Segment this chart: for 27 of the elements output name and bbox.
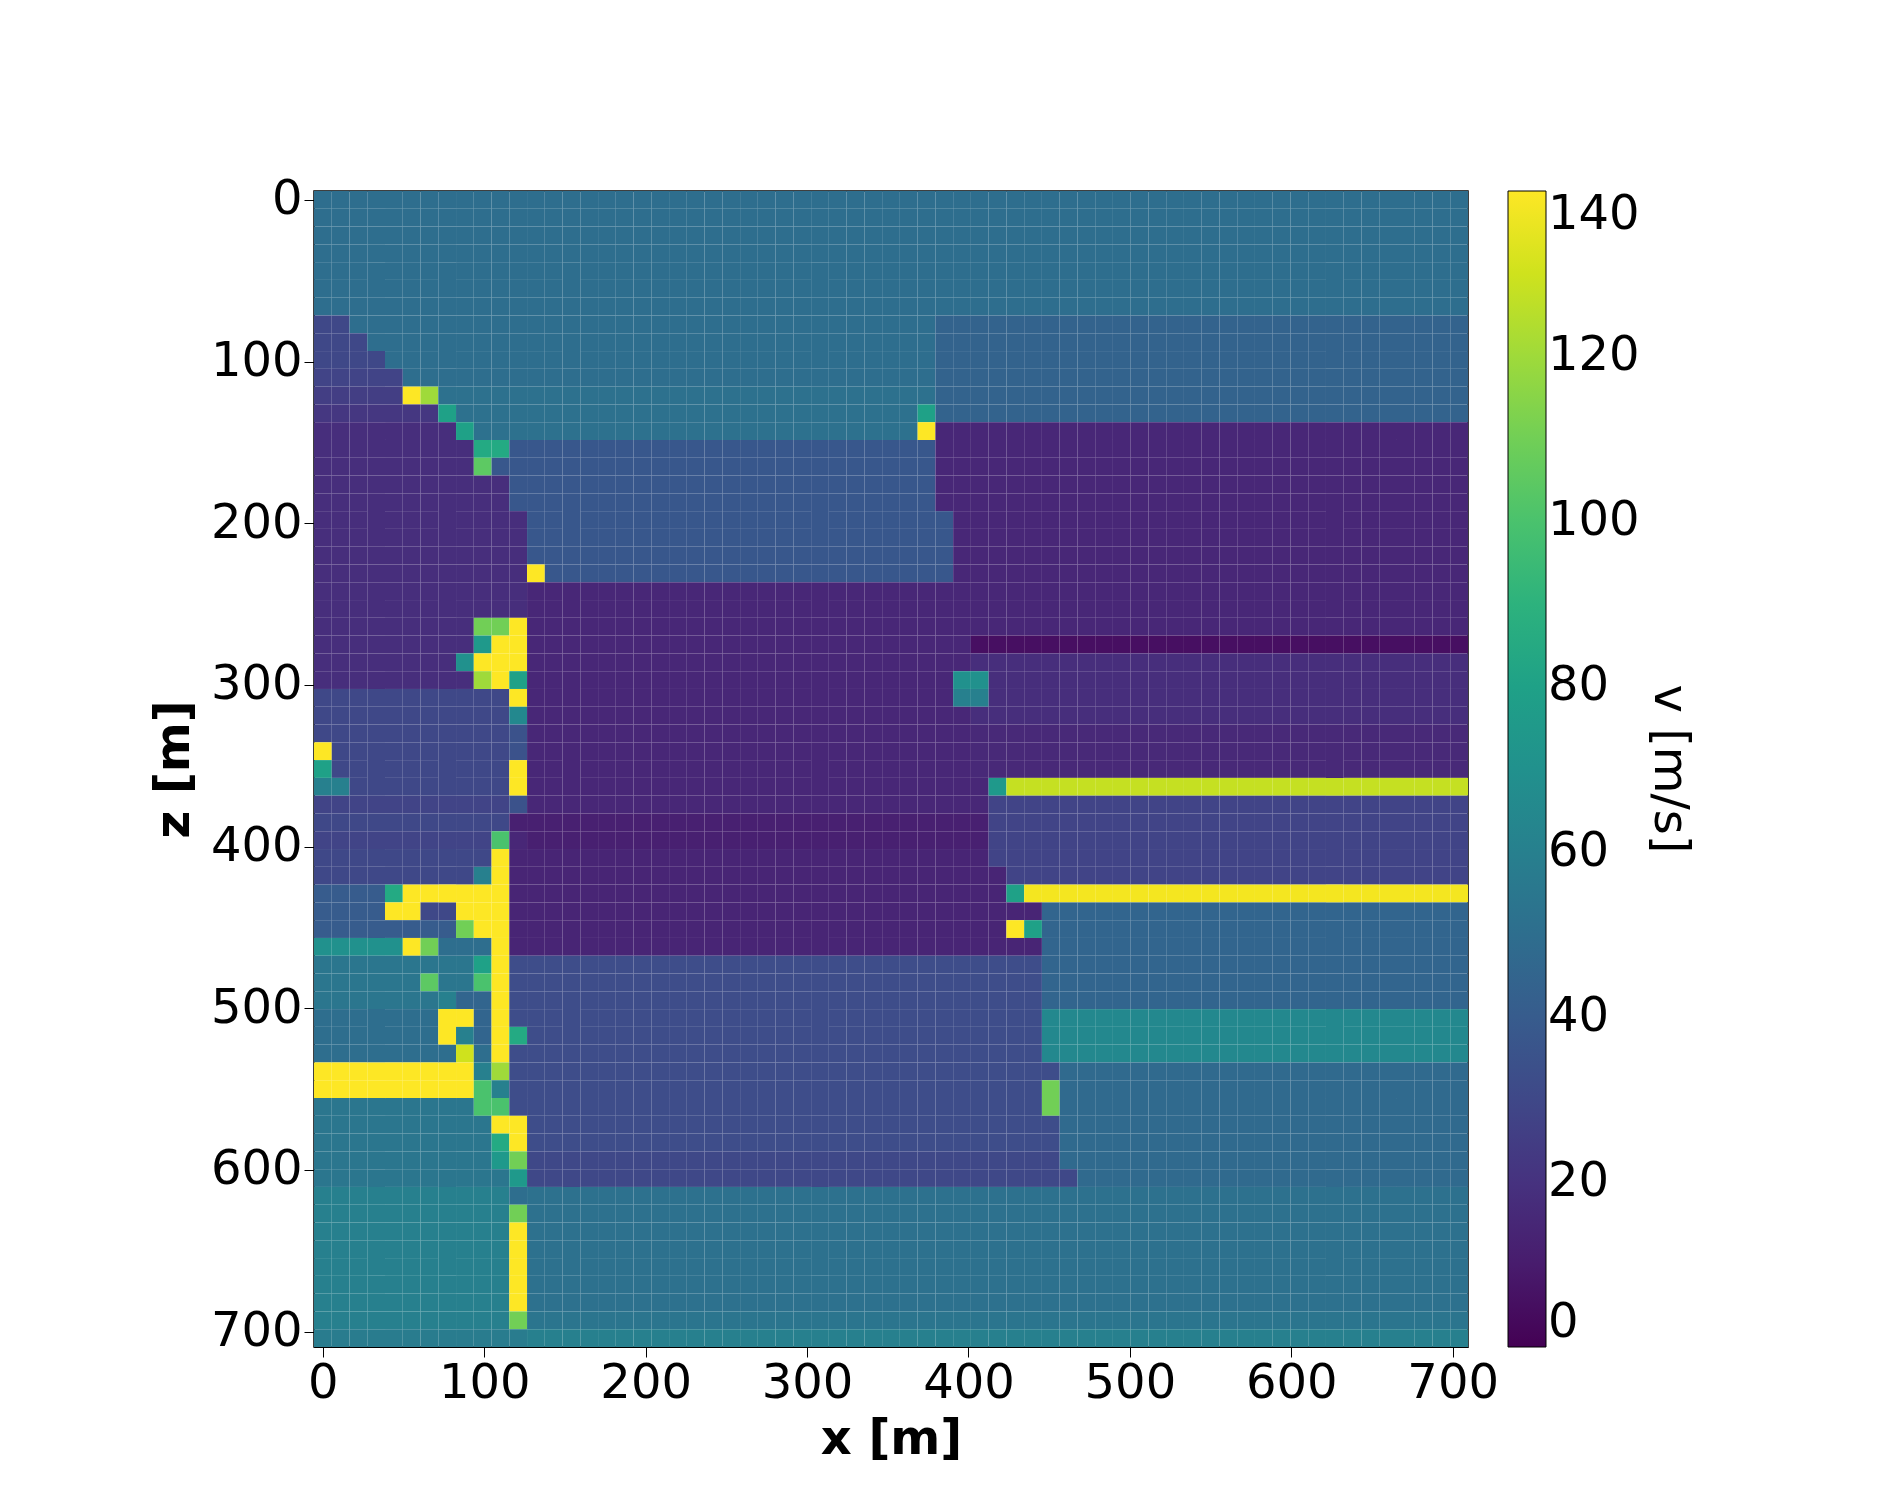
y-tick-label: 400 xyxy=(210,816,303,873)
color-bar-label: 20 xyxy=(1548,1150,1610,1207)
y-tick-label: 700 xyxy=(210,1301,303,1358)
color-bar-label: 100 xyxy=(1548,490,1640,547)
color-bar-label: 120 xyxy=(1548,325,1640,382)
y-tick-label: 600 xyxy=(210,1139,303,1196)
x-tick-label: 100 xyxy=(438,1352,531,1409)
x-tick-label: 300 xyxy=(761,1352,854,1409)
y-axis-title: z [m] xyxy=(143,700,200,839)
color-bar-label: 80 xyxy=(1548,655,1610,712)
x-tick-label: 200 xyxy=(600,1352,692,1409)
y-tick-label: 0 xyxy=(271,169,303,226)
color-bar-label: 140 xyxy=(1548,184,1640,240)
color-bar-label: 0 xyxy=(1548,1292,1579,1348)
color-bar-title: v [m/s] xyxy=(1644,684,1700,854)
x-tick-label: 700 xyxy=(1407,1352,1499,1409)
y-tick-label: 200 xyxy=(210,492,303,549)
x-tick-label: 500 xyxy=(1084,1352,1177,1409)
color-bar-label: 40 xyxy=(1548,985,1610,1042)
y-tick-label: 100 xyxy=(210,331,303,388)
y-tick-label: 300 xyxy=(210,654,303,711)
y-tick-label: 500 xyxy=(210,977,303,1034)
x-tick-label: 600 xyxy=(1245,1352,1338,1409)
color-bar-label: 60 xyxy=(1548,820,1610,877)
x-axis-title: x [m] xyxy=(820,1408,963,1465)
x-tick-label: 400 xyxy=(923,1352,1015,1409)
x-tick-label: 0 xyxy=(308,1352,339,1409)
